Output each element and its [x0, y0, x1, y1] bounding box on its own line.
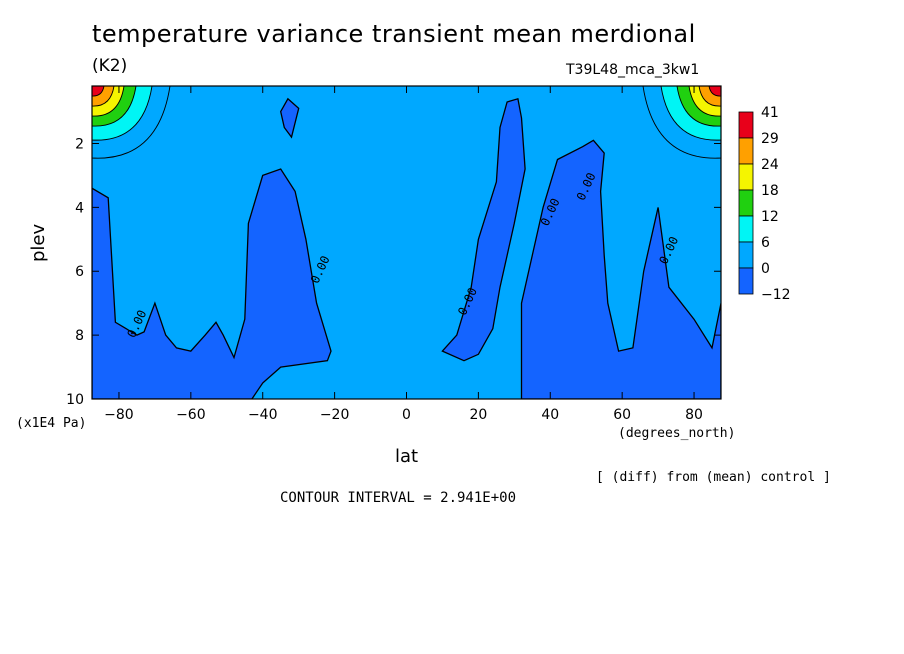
x-axis-units: (degrees_north): [618, 426, 736, 441]
colorbar-swatch: [738, 163, 754, 191]
x-tick-label: −60: [176, 407, 206, 423]
colorbar-label: 24: [761, 157, 779, 173]
y-tick-label: 2: [75, 136, 84, 152]
x-tick-label: −20: [320, 407, 350, 423]
colorbar-label: 12: [761, 209, 779, 225]
x-axis-label: lat: [395, 446, 419, 467]
y-tick-label: 6: [75, 264, 84, 280]
colorbar-swatch: [738, 111, 754, 139]
negative-region-0: [92, 168, 332, 399]
colorbar-label: 29: [761, 131, 779, 147]
negative-region-2: [441, 97, 526, 362]
y-tick-label: 8: [75, 328, 84, 344]
run-label: T39L48_mca_3kw1: [566, 62, 700, 78]
negative-region-1: [280, 97, 300, 139]
south-pole-positive-region: [92, 86, 171, 159]
north-pole-positive-region: [642, 86, 721, 159]
chart-title: temperature variance transient mean merd…: [92, 20, 696, 48]
x-tick-label: 60: [613, 407, 631, 423]
y-tick-label: 4: [75, 200, 84, 216]
colorbar-label: 6: [761, 235, 770, 251]
colorbar-swatch: [738, 215, 754, 243]
colorbar-label: 41: [761, 105, 779, 121]
colorbar-swatch: [738, 189, 754, 217]
colorbar-swatch: [738, 137, 754, 165]
colorbar-label: 0: [761, 261, 770, 277]
x-tick-label: 40: [541, 407, 559, 423]
x-tick-label: 0: [402, 407, 411, 423]
x-tick-label: −40: [248, 407, 278, 423]
colorbar-label: 18: [761, 183, 779, 199]
x-tick-label: 80: [685, 407, 703, 423]
colorbar: 41 29 24 18 12 6 0 −12: [738, 105, 791, 303]
y-axis-units: (x1E4 Pa): [16, 416, 87, 431]
colorbar-swatch: [738, 267, 754, 295]
colorbar-label: −12: [761, 287, 791, 303]
diff-label: [ (diff) from (mean) control ]: [596, 470, 831, 485]
x-tick-label: 20: [469, 407, 487, 423]
contour-interval: CONTOUR INTERVAL = 2.941E+00: [280, 490, 517, 506]
axes: −80 −60 −40 −20 0 20 40 60 80 2 4 6 8 10: [66, 86, 721, 423]
y-tick-label: 10: [66, 392, 84, 408]
negative-region-3: [520, 139, 721, 399]
colorbar-swatch: [738, 241, 754, 269]
x-tick-label: −80: [104, 407, 134, 423]
contour-regions: [92, 86, 721, 399]
chart-units: (K2): [92, 56, 128, 76]
